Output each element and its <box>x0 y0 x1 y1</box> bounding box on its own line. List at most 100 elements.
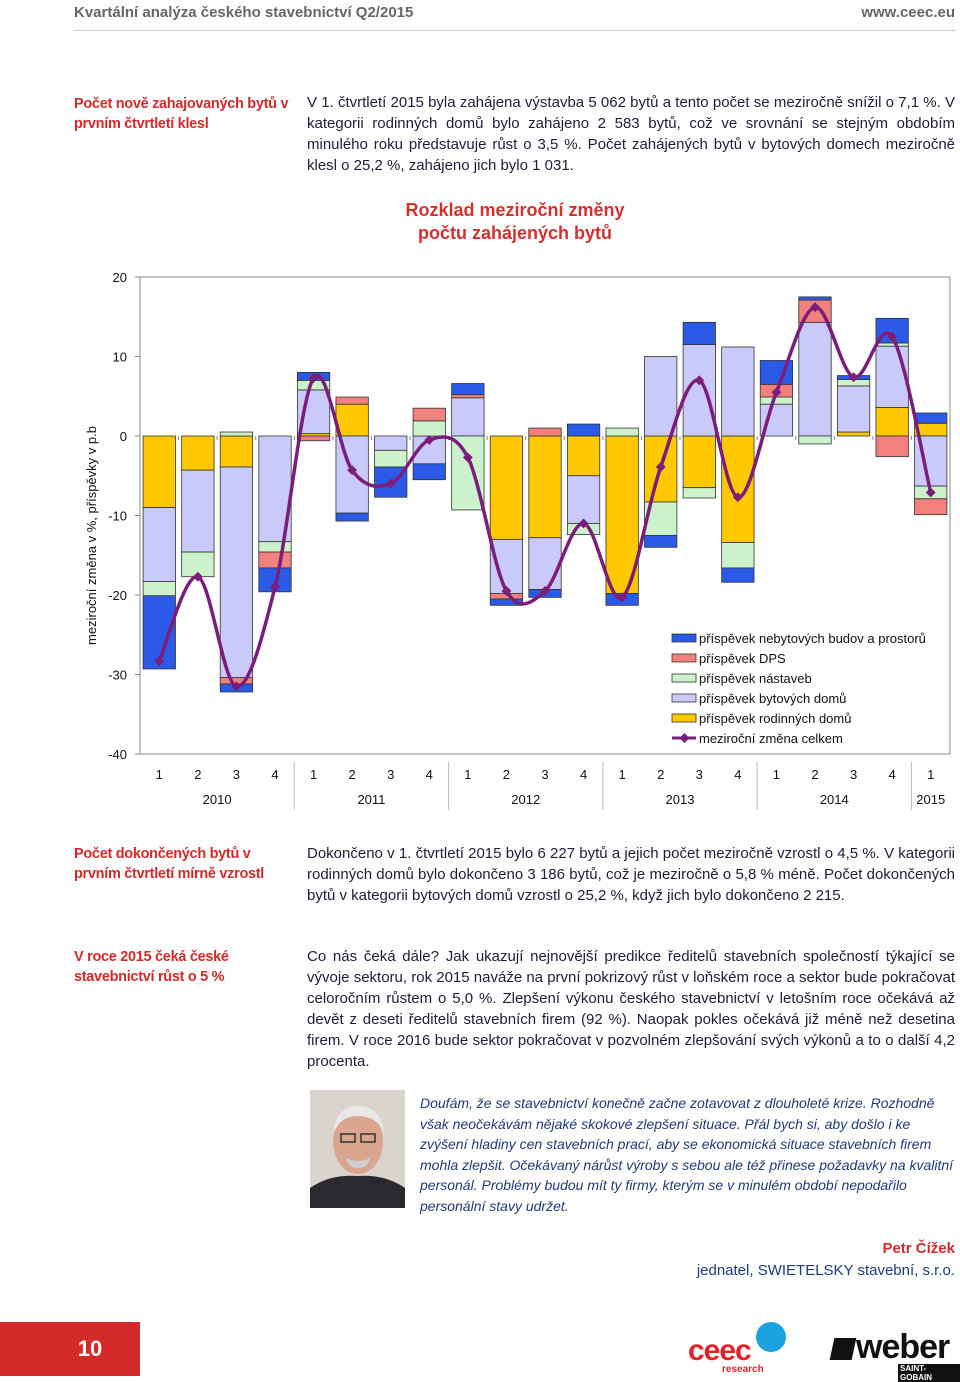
logo-ceec-sub: research <box>722 1364 764 1375</box>
bar-segment <box>566 475 601 524</box>
x-tick-label: 2 <box>657 767 664 782</box>
x-tick-label: 4 <box>271 767 278 782</box>
bar-segment <box>682 487 716 499</box>
line-marker <box>578 518 589 529</box>
bar-segment <box>219 435 254 468</box>
bar-segment <box>451 397 485 437</box>
bar-segment <box>528 537 562 590</box>
line-marker <box>231 681 242 692</box>
x-tick-label: 3 <box>541 767 548 782</box>
bar-segment <box>489 435 524 540</box>
year-label: 2010 <box>203 792 232 807</box>
bar-segment <box>875 342 909 347</box>
year-label: 2012 <box>511 792 540 807</box>
chart: meziroční změna v %, příspěvky v p.b2010… <box>84 270 951 810</box>
bar-segment <box>566 435 601 477</box>
bar-segment <box>181 469 215 553</box>
line-marker <box>501 586 512 596</box>
quote-text: Doufám, že se stavebnictví konečně začne… <box>420 1095 954 1214</box>
paragraph: Co nás čeká dále? Jak ukazují nejnovější… <box>307 948 955 1070</box>
y-tick-label: 20 <box>113 270 127 285</box>
logo-ceec: ceec <box>688 1334 752 1367</box>
bar-segment <box>875 435 909 458</box>
bar-segment <box>836 385 871 433</box>
paragraph: Dokončeno v 1. čtvrtletí 2015 bylo 6 227… <box>307 845 955 904</box>
bar-segment <box>682 435 716 489</box>
bar-segment <box>798 296 832 301</box>
bar-segment <box>219 466 254 679</box>
bar-segment <box>412 463 446 481</box>
section-heading: Počet nově zahajovaných bytů v prvním čt… <box>74 96 289 132</box>
x-tick-label: 4 <box>580 767 587 782</box>
y-tick-label: 0 <box>120 429 127 444</box>
year-label: 2014 <box>820 792 849 807</box>
bar-segment <box>374 435 408 451</box>
x-tick-label: 4 <box>889 767 896 782</box>
x-tick-label: 1 <box>619 767 626 782</box>
bar-segment <box>489 538 524 594</box>
ceec-icon <box>756 1322 786 1352</box>
legend-swatch <box>671 633 697 643</box>
year-label: 2015 <box>916 792 945 807</box>
y-tick-label: -40 <box>108 747 127 762</box>
bar-segment <box>528 427 562 437</box>
total-line <box>157 305 933 689</box>
bar-segment <box>605 427 639 437</box>
bar-segment <box>296 435 331 442</box>
x-tick-label: 1 <box>927 767 934 782</box>
bar-segment <box>721 346 755 437</box>
x-tick-label: 3 <box>387 767 394 782</box>
bar-segment <box>721 435 755 543</box>
bar-segment <box>798 321 832 437</box>
bar-segment <box>644 356 678 437</box>
bar-segment <box>875 406 909 437</box>
line-marker <box>192 571 203 582</box>
bar-segment <box>721 567 755 583</box>
legend-label: příspěvek bytových domů <box>699 691 846 706</box>
legend-swatch <box>679 733 690 743</box>
bar-segment <box>759 396 794 405</box>
line-marker <box>925 487 936 498</box>
page-number-box: 10 <box>0 1322 140 1376</box>
x-tick-label: 2 <box>194 767 201 782</box>
header-rule <box>74 30 955 31</box>
bar-segment <box>412 420 446 437</box>
bar-segment <box>836 431 871 437</box>
line-marker <box>810 302 820 313</box>
legend-swatch <box>671 713 697 723</box>
legend-swatch <box>671 693 697 703</box>
paragraph: V 1. čtvrtletí 2015 byla zahájena výstav… <box>307 94 955 174</box>
legend-label: příspěvek nebytových budov a prostorů <box>699 631 926 646</box>
bar-segment <box>605 435 639 594</box>
x-tick-label: 1 <box>464 767 471 782</box>
line-marker <box>655 462 666 472</box>
legend-label: příspěvek DPS <box>699 651 786 666</box>
bar-segment <box>451 383 485 396</box>
bar-segment <box>142 435 176 508</box>
bar-segment <box>528 435 562 539</box>
y-axis-label: meziroční změna v %, příspěvky v p.b <box>84 426 99 645</box>
x-tick-label: 2 <box>349 767 356 782</box>
legend-label: meziroční změna celkem <box>699 731 843 746</box>
chart-title: Rozklad meziroční změny počtu zahájených… <box>405 200 625 243</box>
header-url[interactable]: www.ceec.eu <box>861 4 955 21</box>
bar-segment <box>335 512 369 522</box>
x-tick-label: 3 <box>233 767 240 782</box>
portrait <box>310 1090 405 1208</box>
year-label: 2011 <box>357 792 385 807</box>
bar-segment <box>566 423 601 437</box>
x-tick-label: 1 <box>773 767 780 782</box>
y-tick-label: 10 <box>113 350 127 365</box>
page-number: 10 <box>77 1336 103 1361</box>
bar-segment <box>181 435 215 471</box>
y-tick-label: -20 <box>108 588 127 603</box>
section-heading: Počet dokončených bytů v prvním čtvrtlet… <box>74 846 265 882</box>
bar-segment <box>335 396 369 405</box>
bar-segment <box>682 321 716 345</box>
bar-segment <box>142 581 176 597</box>
bar-segment <box>451 394 485 399</box>
line-marker <box>771 387 782 398</box>
bar-segment <box>219 431 254 437</box>
line-marker <box>848 372 859 383</box>
bar-segment <box>142 507 176 582</box>
